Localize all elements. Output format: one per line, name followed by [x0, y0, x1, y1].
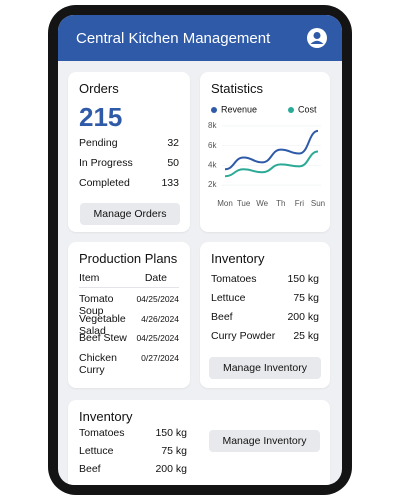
item: Tomato Soup: [79, 293, 114, 317]
item: Beef: [211, 311, 233, 323]
x-tick-label: Th: [276, 199, 285, 208]
item: Lettuce: [79, 445, 114, 457]
date: 04/25/2024: [136, 294, 179, 304]
label: Pending: [79, 137, 118, 149]
date: 4/26/2024: [141, 313, 179, 324]
user-icon[interactable]: [306, 27, 328, 49]
quantity: 25 kg: [293, 330, 319, 342]
item: Tomatoes: [79, 427, 125, 439]
manage-orders-button[interactable]: Manage Orders: [80, 203, 180, 225]
inventory-row: Beef 200 kg: [211, 311, 319, 323]
x-tick-label: Mon: [217, 199, 233, 208]
item: Lettuce: [211, 292, 246, 304]
quantity: 200 kg: [287, 311, 319, 323]
app-title: Central Kitchen Management: [76, 30, 271, 47]
value: 50: [167, 157, 179, 169]
y-tick-label: 4k: [208, 160, 217, 169]
card-title: Orders: [79, 81, 119, 96]
quantity: 75 kg: [293, 292, 319, 304]
plan-row: Chicken Curry 0/27/2024: [79, 352, 179, 376]
manage-inventory-button[interactable]: Manage Inventory: [209, 430, 320, 452]
card-title: Statistics: [211, 81, 264, 96]
legend-dot: [211, 107, 217, 113]
chart: 8k 6k 4k 2k Mon Tue We Th Fri Sun Revenue Cost: [208, 104, 325, 208]
quantity: 150 kg: [155, 427, 187, 439]
date: 04/25/2024: [136, 333, 179, 343]
legend-label: Revenue: [221, 104, 257, 114]
series-line: [224, 150, 319, 178]
card-title: Inventory: [211, 251, 265, 266]
inventory-card: Inventory Tomatoes 150 kg Lettuce 75 kg Beef…: [200, 242, 330, 388]
statistics-card: Statistics 8k 6k 4k 2k Mon Tue We Th Fri Sun Reven…: [200, 72, 330, 232]
inventory-row: Lettuce 75 kg: [79, 445, 187, 457]
label: In Progress: [79, 157, 133, 169]
header: Central Kitchen Management: [58, 15, 342, 61]
card-title: Inventory: [79, 409, 133, 424]
inventory-row: Tomatoes 150 kg: [79, 427, 187, 439]
inventory-row: Lettuce 75 kg: [211, 292, 319, 304]
quantity: 75 kg: [161, 445, 187, 457]
screen: Central Kitchen Management Orders 215 Pe…: [58, 15, 342, 485]
orders-card: Orders 215 Pending 32 In Progress 50 Compl…: [68, 72, 190, 232]
inventory-row: Curry Powder 25 kg: [211, 330, 319, 342]
production-card: Production Plans Item Date Tomato Soup 04/…: [68, 242, 190, 388]
x-tick-label: Fri: [295, 199, 305, 208]
card-title: Production Plans: [79, 251, 178, 266]
y-tick-label: 6k: [208, 141, 217, 150]
order-row: In Progress 50: [79, 157, 179, 169]
manage-inventory-button[interactable]: Manage Inventory: [209, 357, 321, 379]
legend-label: Cost: [298, 104, 317, 114]
item: Curry Powder: [211, 330, 276, 342]
item: Vegetable Salad: [79, 312, 126, 337]
inventory-row: Beef 200 kg: [79, 463, 187, 475]
order-row: Pending 32: [79, 137, 179, 149]
x-tick-label: Tue: [237, 199, 251, 208]
y-tick-label: 2k: [208, 180, 217, 189]
plan-row: Beef Stew 04/25/2024: [79, 332, 179, 344]
quantity: 150 kg: [287, 273, 319, 285]
label: Completed: [79, 177, 130, 189]
order-row: Completed 133: [79, 177, 179, 189]
legend-dot: [288, 107, 294, 113]
item: Beef: [79, 463, 101, 475]
item: Beef Stew: [79, 332, 127, 344]
value: 133: [161, 177, 179, 189]
x-tick-label: We: [256, 199, 268, 208]
quantity: 200 kg: [155, 463, 187, 475]
inventory-row: Tomatoes 150 kg: [211, 273, 319, 285]
inventory-card-2: Inventory Tomatoes 150 kg Lettuce 75 kg Beef…: [68, 400, 330, 485]
series-line: [224, 129, 319, 171]
item: Tomatoes: [211, 273, 257, 285]
item: Chicken Curry: [79, 351, 117, 376]
value: 32: [167, 137, 179, 149]
x-tick-label: Sun: [311, 199, 325, 208]
plan-row: Vegetable Salad 4/26/2024: [79, 313, 179, 337]
column-header: Item: [79, 272, 100, 284]
column-header: Date: [144, 272, 167, 284]
plan-row: Tomato Soup 04/25/2024: [79, 293, 179, 317]
y-tick-label: 8k: [208, 121, 217, 130]
date: 0/27/2024: [141, 352, 179, 363]
orders-total: 215: [79, 102, 123, 132]
table-header: Item Date: [79, 272, 179, 288]
